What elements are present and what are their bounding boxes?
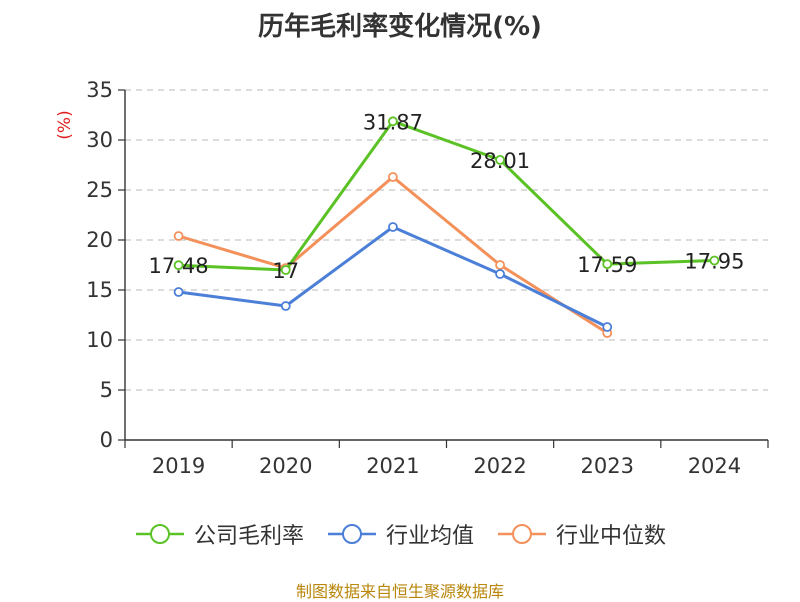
legend-marker-icon [327,524,376,544]
data-label: 17.95 [684,250,744,274]
data-point [495,154,505,165]
data-label: 28.01 [470,149,530,173]
data-point [173,231,184,241]
y-tick-label: 20 [86,228,113,252]
legend-label: 行业均值 [385,524,474,549]
chart-title: 历年毛利率变化情况(%) [258,12,542,42]
data-point [388,172,398,182]
data-label: 17 [272,259,299,283]
data-label: 17.59 [577,253,637,277]
data-labels: 17.48 17 31.87 28.01 17.59 17.95 [149,110,745,283]
legend-marker-icon [135,524,184,544]
legend-item[interactable]: 行业均值 [326,518,474,550]
y-tick-label: 25 [86,178,113,202]
x-tick-label: 2023 [581,454,634,478]
x-tick-label: 2021 [366,454,419,478]
legend-label: 公司毛利率 [193,524,304,549]
axes: 0 5 10 15 20 25 30 35 2019 2020 2021 2022 2023 2024 [86,78,769,478]
series-line [178,225,608,329]
y-axis-label: (%) [55,110,75,139]
data-label: 31.87 [363,110,423,134]
x-tick-label: 2019 [152,454,205,478]
data-point [280,301,291,311]
y-tick-label: 35 [86,78,113,102]
legend-label: 行业中位数 [556,524,667,549]
series-lines [173,116,720,338]
grid-lines [125,89,768,391]
data-point [388,222,398,232]
x-tick-label: 2020 [259,454,312,478]
data-label: 17.48 [149,254,209,278]
legend: 公司毛利率 行业均值 行业中位数 [0,518,800,550]
y-tick-label: 15 [86,278,113,302]
data-point [280,265,291,275]
y-tick-label: 5 [100,378,113,402]
x-tick-label: 2024 [688,454,741,478]
x-tick-label: 2022 [473,454,526,478]
data-point [602,259,613,270]
data-point [173,260,184,271]
legend-marker-icon [498,524,546,544]
data-point [173,287,184,297]
source-note: 制图数据来自恒生聚源数据库 [295,582,504,601]
series-line [178,119,715,272]
data-point [495,269,505,279]
data-point [602,322,613,332]
y-tick-label: 10 [86,328,113,352]
data-point [709,255,720,266]
legend-item[interactable]: 公司毛利率 [134,518,304,550]
data-point [495,260,505,270]
y-tick-label: 0 [100,428,113,452]
data-point [388,116,398,127]
y-tick-label: 30 [86,128,113,152]
legend-item[interactable]: 行业中位数 [496,518,666,550]
